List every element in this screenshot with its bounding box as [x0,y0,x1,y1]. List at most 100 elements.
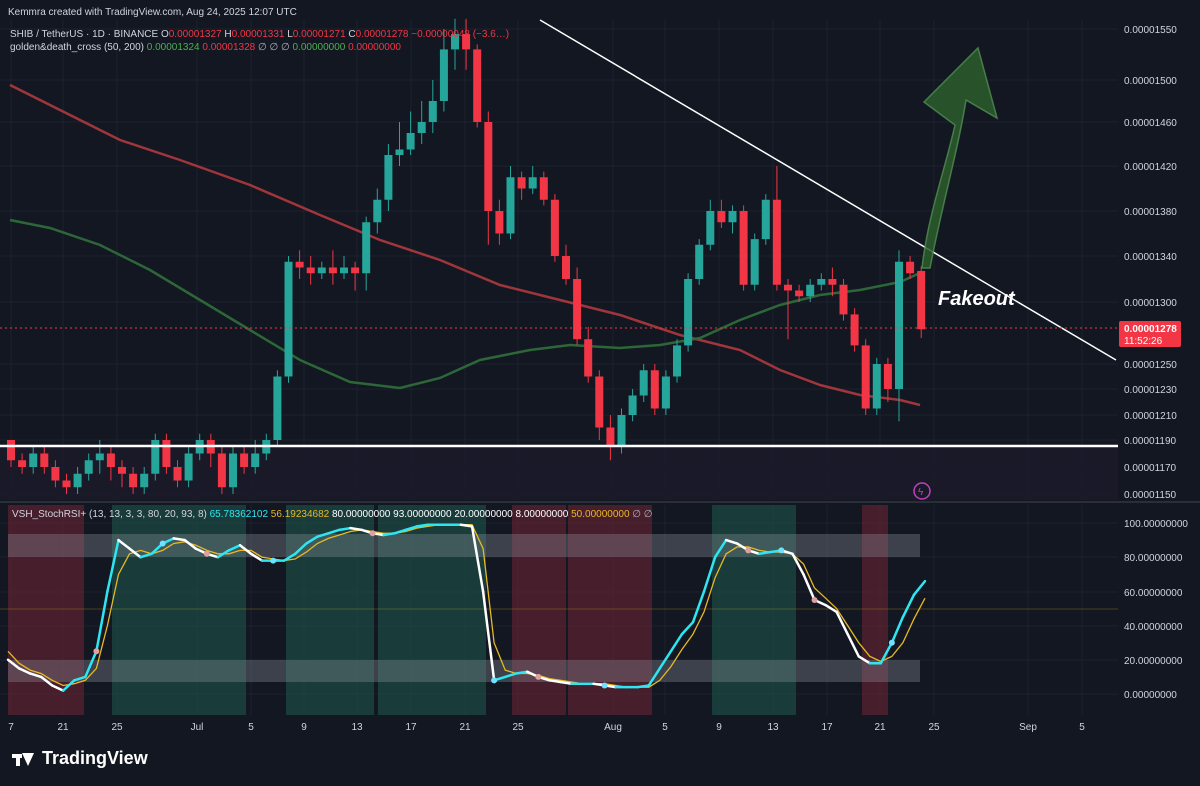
candle-body [506,177,515,234]
stochrsi-cross-marker [888,639,895,646]
candle-body [695,244,704,279]
stochrsi-k-segment [912,579,927,597]
stochrsi-value: 56.19234682 [271,509,332,520]
legend: Kemmra created with TradingView.com, Aug… [8,7,652,520]
indicator-value: 0.00000000 [348,42,401,53]
time-tick-label: 7 [8,722,14,733]
candle-body [373,199,382,223]
indicator-value: 0.00001328 [202,42,258,53]
candle-body [761,199,770,240]
time-tick-label: 5 [248,722,254,733]
stochrsi-k-segment [404,525,419,532]
stochrsi-k-segment [216,549,231,559]
stochrsi-tick-label: 100.00000000 [1124,519,1188,530]
stochrsi-k-segment [139,552,153,559]
time-tick-label: 13 [767,722,779,733]
candle-body [906,261,915,274]
candle-body [317,267,326,274]
time-tick-label: Aug [604,722,622,733]
candle-body [817,279,826,285]
oversold-band [8,660,920,682]
stochrsi-k-segment [680,620,695,636]
candle-body [273,376,282,440]
stochrsi-k-segment [128,547,142,559]
candle-body [451,34,459,50]
stochrsi-k-segment [691,590,706,624]
candle-body [562,256,570,279]
candle-body [728,211,737,223]
stochrsi-k-segment [393,528,407,535]
candle-body [417,122,426,133]
candle-body [62,480,71,488]
candle-body [617,415,626,447]
candle-body [772,199,781,285]
stochrsi-cross-marker [369,530,376,537]
symbol-name: SHIB / TetherUS · 1D · BINANCE [10,29,161,40]
candle-body [251,453,260,467]
candle-body [573,279,582,340]
candle-body [73,473,82,488]
flash-icon [913,482,931,500]
candle-body [661,376,670,409]
stochrsi-k-segment [459,523,474,528]
stochrsi-zone [568,505,652,715]
stochrsi-k-segment [305,535,319,545]
time-tick-label: 5 [662,722,668,733]
stochrsi-tick-label: 40.00000000 [1124,622,1183,633]
stochrsi-k-segment [470,525,485,593]
stochrsi-k-segment [514,670,529,675]
candle-body [795,290,804,297]
price-tick-label: 0.00001340 [1124,252,1177,263]
stochrsi-cross-marker [159,540,166,547]
stochrsi-k-segment [481,590,496,682]
candle-body [284,261,293,377]
descending-trendline [539,19,1117,361]
candle-body [351,267,360,274]
stochrsi-k-segment [857,655,872,665]
stochrsi-tick-label: 60.00000000 [1124,588,1183,599]
stochrsi-k-segment [238,543,253,556]
time-tick-label: Jul [191,722,204,733]
stochrsi-k-segment [316,532,330,538]
stochrsi-cross-marker [601,682,608,689]
stochrsi-k-segment [249,552,264,562]
stochrsi-value: 93.00000000 [393,509,454,520]
time-tick-label: 13 [351,722,363,733]
stochrsi-k-segment [559,680,573,685]
candle-body [217,453,226,488]
candle-body [395,149,404,155]
price-tick-label: 0.00001500 [1124,76,1177,87]
overbought-band [8,534,920,557]
price-badge-countdown: 11:52:26 [1124,336,1163,347]
tradingview-logo-icon [12,751,34,767]
stochrsi-k-segment [338,526,352,532]
candle-body [484,122,493,211]
tradingview-logo[interactable]: TradingView [12,748,148,769]
candle-body [462,34,471,50]
time-tick-label: 5 [1079,722,1085,733]
stochrsi-cross-marker [811,596,818,603]
stochrsi-value: 65.78362102 [210,509,271,520]
candle-body [295,261,304,268]
stochrsi-k-segment [548,679,562,684]
symbol-line: SHIB / TetherUS · 1D · BINANCE O0.000013… [10,29,509,40]
stochrsi-k-segment [61,679,76,692]
price-tick-label: 0.00001300 [1124,298,1177,309]
stochrsi-k-segment [382,532,396,537]
stochrsi-k-segment [6,658,21,670]
candle-body [7,440,15,461]
candle-body [140,473,149,488]
stochrsi-k-segment [294,542,308,556]
candle-body [362,222,371,274]
ma-50-line [9,218,921,390]
stochrsi-k-segment [73,675,87,682]
candle-body [240,453,249,467]
time-tick-label: 17 [821,722,833,733]
stochrsi-tick-label: 20.00000000 [1124,656,1183,667]
stochrsi-k-segment [28,672,43,679]
candle-body [340,267,348,274]
candle-body [539,177,548,200]
stochrsi-k-segment [669,632,684,653]
price-tick-label: 0.00001150 [1124,490,1177,501]
bullish-arrow [921,46,999,269]
